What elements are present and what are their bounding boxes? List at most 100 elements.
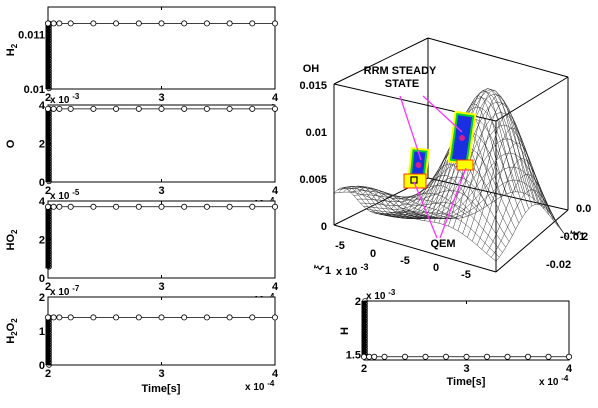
y-exponent: x 10 -3 (50, 92, 80, 106)
z-tick-label: 0.015 (299, 80, 327, 92)
data-point (271, 20, 278, 27)
data-point (203, 314, 210, 321)
x-tick-label: 4 (566, 363, 573, 375)
data-point (56, 314, 63, 321)
data-point (271, 105, 278, 112)
axes-box (47, 104, 276, 183)
y-exponent-pow: -3 (388, 288, 396, 297)
data-point (226, 105, 233, 112)
y-exponent-pow: -7 (72, 284, 80, 293)
x-tick-label: 3 (158, 281, 164, 293)
annotation-pointer (422, 95, 463, 133)
data-point (504, 353, 511, 360)
y-tick-label: 4 (39, 196, 46, 208)
xi2-label: ξ (569, 230, 582, 237)
annotation-pointer (399, 95, 422, 161)
y-exponent: x 10 -7 (50, 284, 80, 298)
data-point (181, 314, 188, 321)
y-exponent-pow: -5 (72, 188, 80, 197)
data-point (158, 105, 165, 112)
xi2-tick-label: 0.0 (576, 203, 591, 215)
xi2-tick-label: -0.02 (546, 259, 571, 271)
y-exponent-base: x 10 (366, 291, 388, 302)
x-exponent: x 10 -4 (539, 374, 569, 388)
xi1-exponent: x 10 -3 (336, 262, 368, 278)
data-point (401, 353, 408, 360)
transient-point (46, 178, 52, 185)
ylabel-h2-part: 2 (10, 43, 19, 48)
axes-box (363, 300, 570, 361)
xi2-label-sub: 2 (582, 231, 588, 243)
data-point (67, 105, 74, 112)
transient-point (46, 176, 52, 182)
data-point (56, 20, 63, 27)
y-tick-label: 2 (355, 296, 361, 308)
x-tick-label: 3 (158, 92, 164, 104)
data-point (181, 105, 188, 112)
data-point (67, 203, 74, 210)
frame-edge (427, 177, 569, 211)
ylabel-h2o2-part: H (5, 336, 17, 344)
annotation-qem: QEM (430, 238, 455, 250)
mesh-line (350, 162, 513, 236)
data-point (50, 203, 57, 210)
data-point (50, 105, 57, 112)
data-point (271, 314, 278, 321)
y-tick-label: 0 (39, 177, 45, 189)
ylabel-ho2: HO2 (5, 229, 19, 251)
data-point (371, 353, 378, 360)
frame-edge (333, 37, 429, 85)
x-tick-label: 4 (272, 185, 279, 197)
x-exponent-base: x 10 (539, 377, 561, 388)
transient-point (46, 85, 52, 92)
data-point (442, 353, 449, 360)
y-exponent-pow: -3 (72, 92, 80, 101)
data-point (135, 314, 142, 321)
transient-point (46, 359, 52, 366)
mesh-line (343, 185, 506, 248)
data-point (381, 353, 388, 360)
axes-box (47, 296, 276, 366)
data-point (90, 203, 97, 210)
data-point (45, 105, 52, 112)
y-exponent-base: x 10 (50, 95, 72, 106)
z-tick-label: 0.01 (306, 127, 327, 139)
ylabel-h2o2-part: 2 (10, 318, 19, 323)
data-point (135, 105, 142, 112)
mesh-line (363, 106, 526, 213)
qem-patch-left (403, 173, 427, 189)
transient-point (46, 263, 52, 270)
transient-point (46, 362, 52, 368)
region-center (459, 135, 465, 141)
xi1-label-sub: 1 (325, 265, 331, 277)
data-point (56, 105, 63, 112)
zlabel-oh: OH (303, 63, 320, 75)
data-point (203, 105, 210, 112)
data-point (226, 314, 233, 321)
ylabel-o: O (5, 139, 17, 148)
xi1-tick-label: 0 (370, 248, 376, 260)
data-point (366, 353, 373, 360)
mesh-line (486, 174, 559, 254)
data-point (50, 314, 57, 321)
data-point (135, 203, 142, 210)
annotation-pointer (413, 181, 438, 239)
xlabel-time-right: Time[s] (447, 376, 486, 388)
data-point (158, 314, 165, 321)
data-point (249, 203, 256, 210)
data-point (181, 203, 188, 210)
y-tick-label: 4 (39, 100, 46, 112)
x-tick-label: 4 (272, 368, 279, 380)
xlabel-time: Time[s] (142, 383, 181, 395)
surface-panel: RRM STEADYSTATEQEMOH00.0050.010.015-50-5… (299, 37, 591, 281)
data-point (483, 353, 490, 360)
data-point (566, 353, 573, 360)
data-point (249, 20, 256, 27)
ylabel-ho2-part: HO (5, 234, 17, 251)
y-exponent: x 10 -3 (366, 288, 396, 302)
region-right (447, 110, 477, 166)
data-point (360, 353, 367, 360)
